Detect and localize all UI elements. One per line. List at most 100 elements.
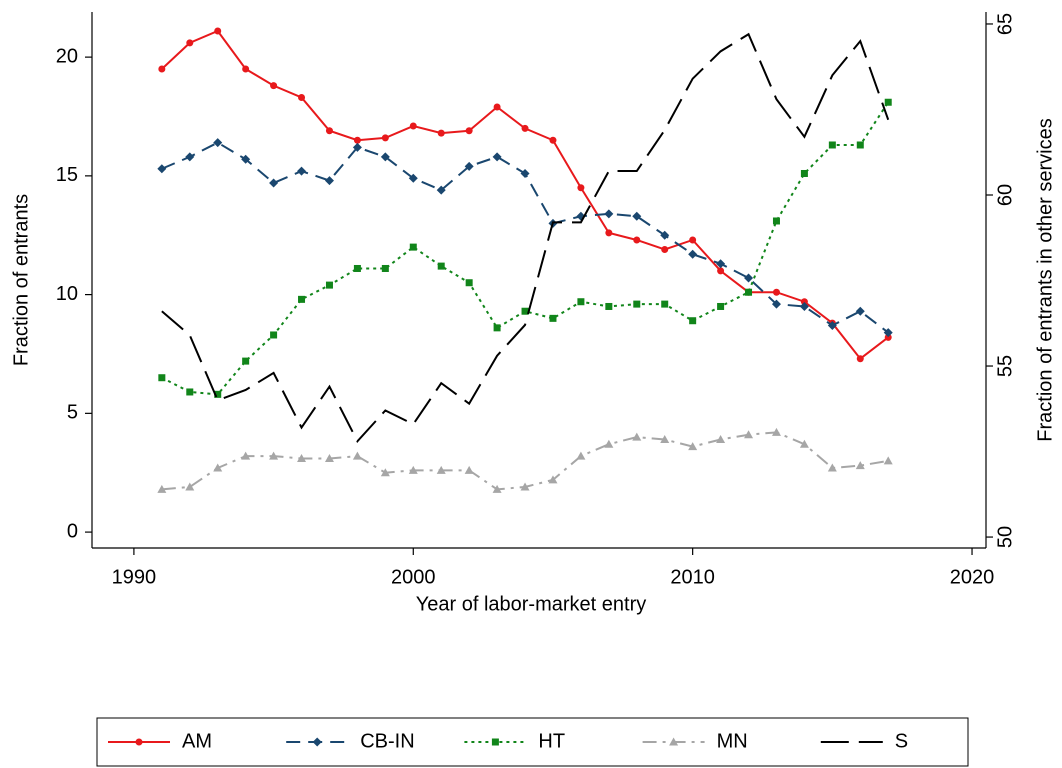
x-tick-label: 2010 (670, 566, 715, 588)
marker (669, 737, 679, 746)
marker (242, 357, 250, 365)
marker (521, 307, 529, 315)
marker (465, 127, 473, 135)
y2-tick-label: 60 (994, 184, 1016, 206)
y2-axis-title: Fraction of entrants in other services (1034, 118, 1056, 441)
y-tick-label: 15 (56, 164, 78, 186)
marker (689, 236, 697, 244)
x-tick-label: 2000 (391, 566, 436, 588)
marker (324, 176, 334, 186)
marker (493, 324, 501, 332)
marker (660, 230, 670, 240)
marker (520, 482, 530, 491)
marker (409, 122, 417, 130)
marker (324, 453, 334, 462)
y2-tick-label: 65 (994, 13, 1016, 35)
marker (241, 154, 251, 164)
x-axis-title: Year of labor-market entry (416, 593, 646, 615)
y-tick-label: 10 (56, 283, 78, 305)
marker (577, 298, 585, 306)
marker (352, 142, 362, 152)
marker (312, 737, 322, 747)
marker (408, 173, 418, 183)
y2-tick-label: 55 (994, 355, 1016, 377)
x-tick-label: 2020 (950, 566, 995, 588)
marker (186, 388, 194, 396)
marker (186, 39, 194, 47)
marker (717, 267, 725, 275)
marker (689, 317, 697, 325)
marker (436, 465, 446, 474)
marker (381, 264, 389, 272)
marker (799, 301, 809, 311)
marker (548, 475, 558, 484)
marker (632, 432, 642, 441)
marker (521, 124, 529, 132)
marker (632, 211, 642, 221)
marker (241, 451, 251, 460)
marker (242, 65, 250, 73)
y-tick-label: 0 (67, 520, 78, 542)
y2-tick-label: 50 (994, 526, 1016, 548)
marker (576, 451, 586, 460)
marker (604, 209, 614, 219)
marker (827, 463, 837, 472)
marker (185, 152, 195, 162)
marker (353, 264, 361, 272)
marker (716, 259, 726, 269)
marker (520, 168, 530, 178)
marker (884, 333, 892, 341)
legend-label: CB-IN (360, 730, 414, 752)
legend-label: MN (717, 730, 748, 752)
marker (325, 127, 333, 135)
marker (827, 320, 837, 330)
marker (604, 439, 614, 448)
marker (605, 229, 613, 237)
marker (772, 288, 780, 296)
marker (745, 288, 753, 296)
marker (855, 306, 865, 316)
marker (884, 98, 892, 106)
legend-box (96, 717, 969, 767)
marker (185, 482, 195, 491)
series-line (161, 32, 890, 444)
marker (269, 178, 279, 188)
marker (633, 236, 641, 244)
marker (298, 93, 306, 101)
marker (437, 129, 445, 137)
legend-label: S (895, 730, 908, 752)
marker (464, 465, 474, 474)
marker (213, 463, 223, 472)
marker (660, 434, 670, 443)
marker (380, 468, 390, 477)
marker (352, 451, 362, 460)
marker (437, 262, 445, 270)
marker (716, 434, 726, 443)
marker (491, 738, 499, 746)
marker (325, 281, 333, 289)
marker (744, 430, 754, 439)
marker (298, 295, 306, 303)
marker (297, 453, 307, 462)
marker (855, 461, 865, 470)
legend-label: AM (182, 730, 212, 752)
marker (800, 298, 808, 306)
marker (269, 451, 279, 460)
marker (605, 302, 613, 310)
marker (688, 442, 698, 451)
marker (158, 374, 166, 382)
marker (380, 152, 390, 162)
marker (492, 152, 502, 162)
marker (717, 302, 725, 310)
series-line (161, 101, 890, 396)
marker (353, 136, 361, 144)
marker (158, 65, 166, 73)
marker (408, 465, 418, 474)
y-tick-label: 20 (56, 45, 78, 67)
marker (464, 161, 474, 171)
marker (771, 427, 781, 436)
marker (577, 184, 585, 192)
marker (883, 328, 893, 338)
marker (493, 103, 501, 111)
